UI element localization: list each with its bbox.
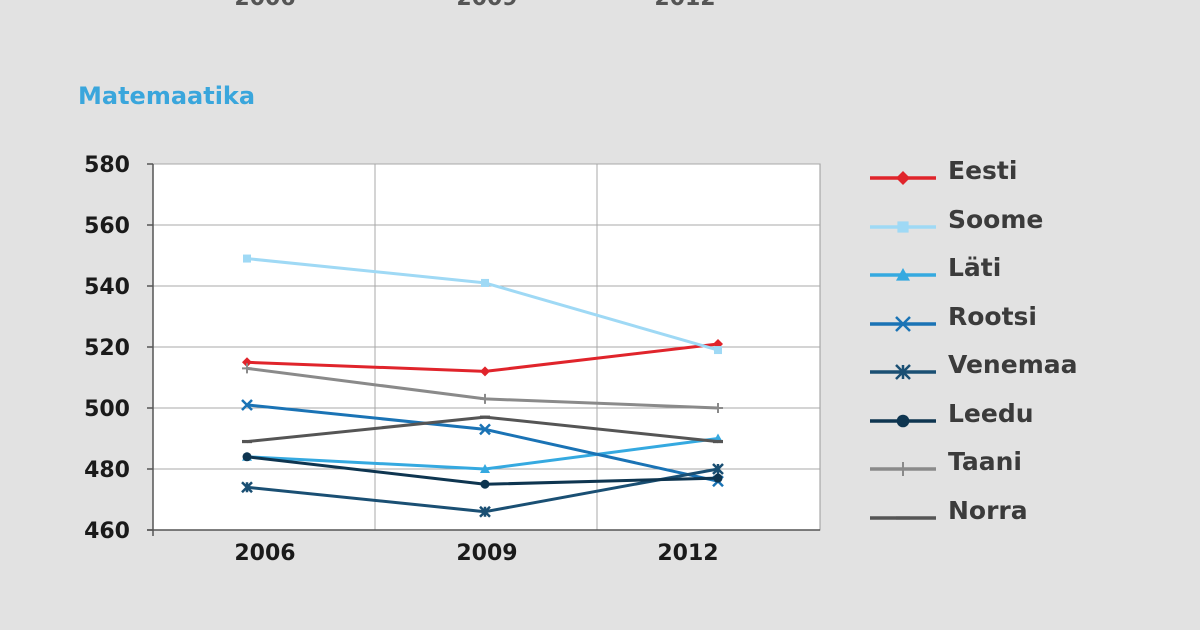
y-tick-label: 580 xyxy=(84,153,130,178)
data-point xyxy=(896,414,910,427)
data-point xyxy=(896,268,910,281)
series-leedu xyxy=(242,452,723,489)
legend-label: Eesti xyxy=(948,156,1018,185)
series-soome xyxy=(243,254,722,355)
data-point xyxy=(241,481,253,494)
axes xyxy=(147,163,820,536)
data-point xyxy=(712,463,724,475)
prev-tick-2012: 2012 xyxy=(654,0,715,11)
legend-swatch xyxy=(870,220,936,233)
legend-label: Taani xyxy=(948,447,1022,476)
chart-title: Matemaatika xyxy=(78,82,256,110)
legend-swatch xyxy=(870,268,936,281)
series-group xyxy=(241,254,724,518)
data-point xyxy=(713,403,723,413)
data-point xyxy=(895,315,911,332)
x-tick-labels: 2006 2009 2012 xyxy=(234,541,718,566)
x-tick-label: 2009 xyxy=(456,541,517,566)
legend-label: Norra xyxy=(948,495,1028,525)
y-tick-labels: 460 480 500 520 540 560 580 xyxy=(84,153,130,544)
data-point xyxy=(480,479,490,489)
data-point xyxy=(896,515,910,520)
series-taani xyxy=(242,363,723,413)
x-tick-label: 2006 xyxy=(234,541,295,566)
data-point xyxy=(242,363,252,374)
legend-label: Soome xyxy=(948,204,1044,234)
y-tick-label: 560 xyxy=(84,214,130,239)
y-tick-label: 540 xyxy=(84,275,130,300)
previous-chart-x-tick-labels: 2006 2009 2012 xyxy=(0,0,1200,11)
data-point xyxy=(713,473,723,483)
data-point xyxy=(480,393,490,404)
data-point xyxy=(714,346,722,355)
data-point xyxy=(895,364,911,380)
x-tick-label: 2012 xyxy=(657,541,718,566)
data-point xyxy=(479,505,491,518)
legend-swatch xyxy=(870,171,936,185)
legend-label: Leedu xyxy=(948,398,1034,428)
data-point xyxy=(479,423,491,436)
prev-tick-2009: 2009 xyxy=(456,0,517,11)
series-venemaa xyxy=(241,463,724,518)
legend-label: Läti xyxy=(948,253,1002,282)
data-point xyxy=(480,464,490,473)
legend-label: Venemaa xyxy=(948,350,1078,379)
data-point xyxy=(242,452,252,462)
data-point xyxy=(896,462,910,476)
legend-label: Rootsi xyxy=(948,301,1038,331)
data-point xyxy=(480,415,490,419)
legend-swatch xyxy=(870,364,936,380)
data-point xyxy=(480,366,490,377)
data-point xyxy=(242,439,252,444)
data-point xyxy=(896,171,910,185)
y-tick-label: 520 xyxy=(84,336,130,361)
legend-swatch xyxy=(870,462,936,476)
legend-swatch xyxy=(870,414,936,427)
data-point xyxy=(713,439,723,444)
legend-swatch xyxy=(870,515,936,520)
legend-swatch xyxy=(870,315,936,332)
data-point xyxy=(241,399,253,411)
prev-tick-2006: 2006 xyxy=(234,0,295,11)
data-point xyxy=(897,220,909,233)
data-point xyxy=(481,278,489,287)
y-tick-label: 460 xyxy=(84,519,130,544)
series-norra xyxy=(242,415,723,444)
data-point xyxy=(243,254,251,263)
y-tick-label: 480 xyxy=(84,458,130,483)
data-point xyxy=(242,357,252,368)
y-tick-label: 500 xyxy=(84,397,130,422)
